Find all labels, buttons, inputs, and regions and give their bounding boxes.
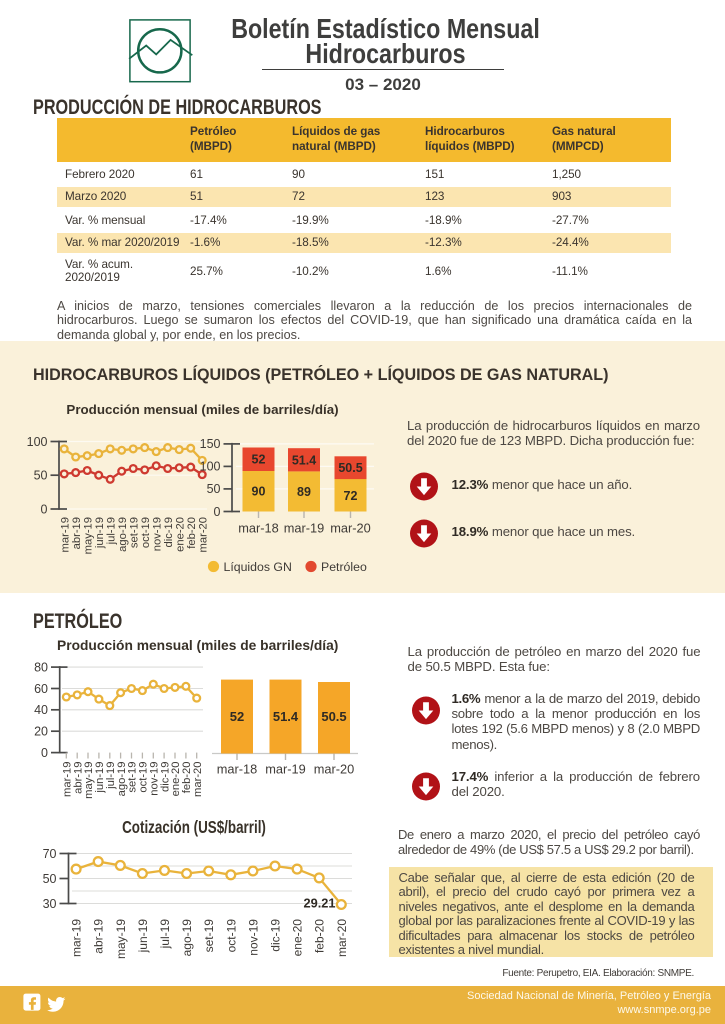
svg-text:abr-19: abr-19 xyxy=(92,919,106,954)
svg-text:dic-19: dic-19 xyxy=(159,762,171,792)
svg-text:20: 20 xyxy=(34,725,48,739)
svg-text:feb-20: feb-20 xyxy=(181,762,193,794)
svg-text:ene-20: ene-20 xyxy=(291,919,305,957)
svg-text:set-19: set-19 xyxy=(127,762,139,793)
svg-text:40: 40 xyxy=(34,703,48,717)
svg-text:50.5: 50.5 xyxy=(321,709,346,724)
svg-text:jun-19: jun-19 xyxy=(94,762,106,794)
svg-text:mar-19: mar-19 xyxy=(70,919,84,957)
svg-text:mar-18: mar-18 xyxy=(217,762,258,777)
svg-text:nov-19: nov-19 xyxy=(246,919,260,956)
svg-text:feb-20: feb-20 xyxy=(313,919,327,953)
svg-text:mar-19: mar-19 xyxy=(265,762,306,777)
svg-text:may-19: may-19 xyxy=(114,919,128,959)
svg-text:60: 60 xyxy=(34,682,48,696)
svg-text:70: 70 xyxy=(43,847,57,861)
svg-text:52: 52 xyxy=(230,709,244,724)
svg-text:may-19: may-19 xyxy=(83,762,95,799)
svg-text:80: 80 xyxy=(34,660,48,674)
svg-text:50: 50 xyxy=(43,872,57,886)
svg-text:mar-20: mar-20 xyxy=(314,762,355,777)
svg-text:29.21: 29.21 xyxy=(303,896,335,911)
svg-text:set-19: set-19 xyxy=(202,919,216,953)
svg-text:jul-19: jul-19 xyxy=(105,762,117,790)
svg-text:mar-20: mar-20 xyxy=(192,762,204,797)
svg-text:mar-19: mar-19 xyxy=(62,762,74,797)
svg-text:30: 30 xyxy=(43,897,57,911)
svg-text:mar-20: mar-20 xyxy=(335,919,349,957)
svg-text:ago-19: ago-19 xyxy=(116,762,128,797)
svg-text:abr-19: abr-19 xyxy=(72,762,84,794)
svg-text:dic-19: dic-19 xyxy=(269,919,283,952)
svg-text:jul-19: jul-19 xyxy=(158,919,172,950)
svg-text:ago-19: ago-19 xyxy=(180,919,194,957)
svg-text:ene-20: ene-20 xyxy=(170,762,182,797)
svg-text:51.4: 51.4 xyxy=(273,709,299,724)
svg-text:oct-19: oct-19 xyxy=(138,762,150,793)
svg-text:jun-19: jun-19 xyxy=(136,919,150,954)
svg-text:oct-19: oct-19 xyxy=(224,919,238,953)
svg-text:nov-19: nov-19 xyxy=(149,762,161,796)
svg-text:0: 0 xyxy=(41,746,48,760)
